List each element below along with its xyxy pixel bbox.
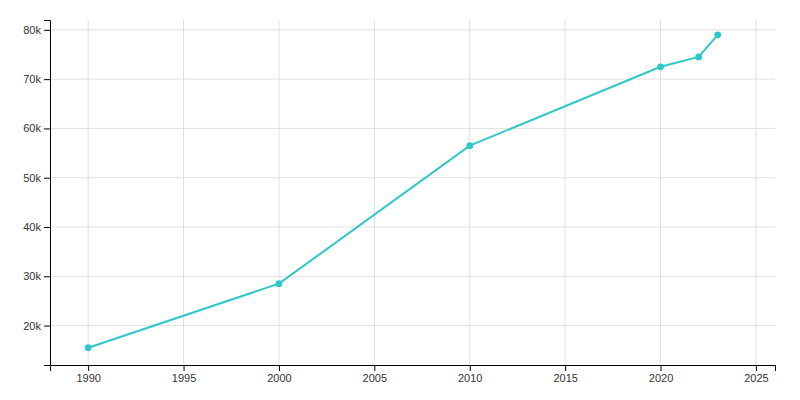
tick-mark: [470, 365, 471, 371]
grid-line: [183, 20, 184, 365]
grid: [50, 20, 775, 365]
tick: 2025: [744, 365, 768, 384]
x-axis: 1990 1995 2000 2005 2010 2015 2020 2025: [51, 365, 776, 384]
marker: [85, 344, 92, 351]
marker: [466, 142, 473, 149]
line: [88, 35, 718, 348]
tick: 20k: [23, 320, 50, 332]
tick-mark: [661, 365, 662, 371]
tick-label: 80k: [23, 24, 41, 36]
tick: 2020: [649, 365, 673, 384]
tick: 1990: [76, 365, 100, 384]
tick-label: 50k: [23, 172, 41, 184]
tick: 2000: [267, 365, 291, 384]
tick-label: 2000: [267, 372, 291, 384]
tick: 2015: [553, 365, 577, 384]
series: [85, 31, 721, 351]
axis-line: [44, 21, 51, 366]
marker: [276, 280, 283, 287]
tick-label: 2025: [744, 372, 768, 384]
tick: 50k: [23, 172, 50, 184]
tick-label: 2010: [458, 372, 482, 384]
tick-mark: [44, 276, 50, 277]
tick-label: 2015: [553, 372, 577, 384]
tick-mark: [184, 365, 185, 371]
grid-line: [50, 128, 775, 129]
tick: 80k: [23, 24, 50, 36]
tick-label: 2005: [363, 372, 387, 384]
grid-line: [469, 20, 470, 365]
tick: 2005: [363, 365, 387, 384]
grid-line: [50, 227, 775, 228]
tick-mark: [44, 227, 50, 228]
tick-mark: [374, 365, 375, 371]
grid-line: [374, 20, 375, 365]
marker: [714, 31, 721, 38]
tick-label: 1995: [172, 372, 196, 384]
tick-mark: [44, 128, 50, 129]
y-axis: 20k 30k 40k 50k 60k 70k 80k: [23, 21, 50, 366]
tick-mark: [44, 30, 50, 31]
tick: 1995: [172, 365, 196, 384]
tick: 30k: [23, 270, 50, 282]
grid-line: [50, 325, 775, 326]
tick-label: 1990: [76, 372, 100, 384]
tick-label: 60k: [23, 122, 41, 134]
tick-mark: [44, 178, 50, 179]
grid-line: [755, 20, 756, 365]
tick-label: 40k: [23, 221, 41, 233]
plot: 1990 1995 2000 2005 2010 2015 2020 2025 20k 30k 40…: [23, 20, 775, 384]
axis-line: [51, 366, 776, 372]
tick-label: 20k: [23, 320, 41, 332]
grid-line: [565, 20, 566, 365]
marker: [695, 54, 702, 61]
tick-mark: [565, 365, 566, 371]
grid-line: [50, 276, 775, 277]
tick-mark: [88, 365, 89, 371]
grid-line: [50, 29, 775, 30]
tick-label: 70k: [23, 73, 41, 85]
tick-mark: [44, 79, 50, 80]
tick: 60k: [23, 122, 50, 134]
chart: 1990 1995 2000 2005 2010 2015 2020 2025 20k 30k 40…: [0, 0, 800, 400]
tick-label: 30k: [23, 270, 41, 282]
grid-line: [660, 20, 661, 365]
tick-mark: [756, 365, 757, 371]
grid-line: [50, 79, 775, 80]
tick-mark: [44, 326, 50, 327]
tick: 40k: [23, 221, 50, 233]
marker: [657, 63, 664, 70]
grid-line: [50, 177, 775, 178]
grid-line: [278, 20, 279, 365]
tick: 70k: [23, 73, 50, 85]
tick-label: 2020: [649, 372, 673, 384]
tick-mark: [279, 365, 280, 371]
tick: 2010: [458, 365, 482, 384]
grid-line: [88, 20, 89, 365]
